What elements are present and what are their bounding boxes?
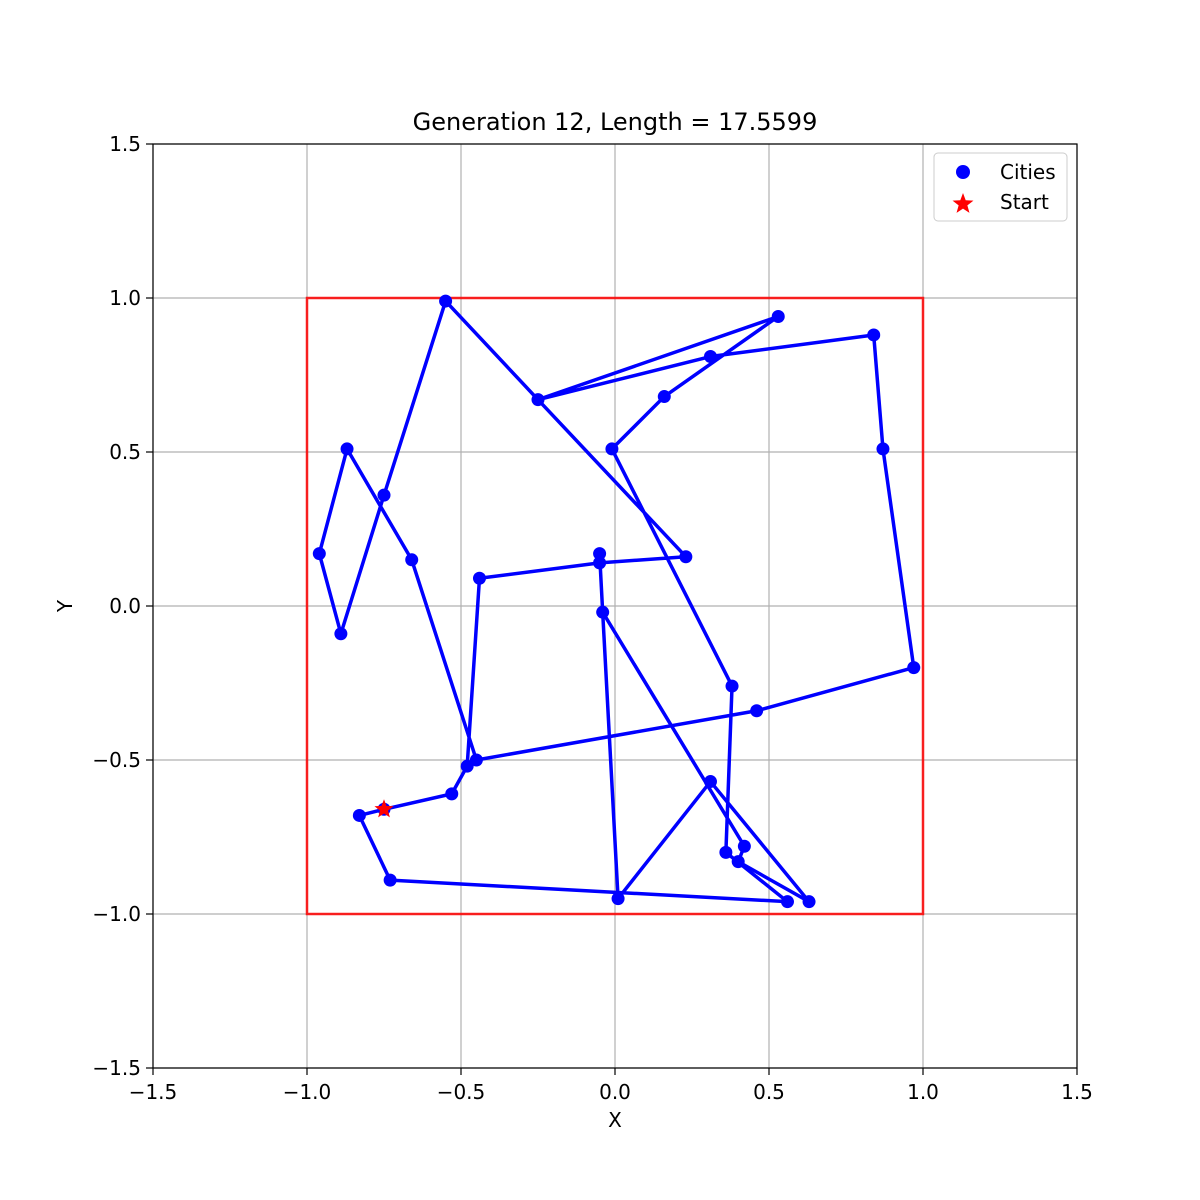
city-point-6 [605,442,619,456]
city-point-9 [531,393,545,407]
legend-cities-label: Cities [1000,160,1056,184]
city-point-8 [771,309,785,323]
start-marker [374,799,394,818]
city-point-28 [596,605,610,619]
x-tick-label-3: 0.0 [599,1080,631,1104]
y-tick-label-2: −0.5 [92,748,141,772]
city-point-31 [802,895,816,909]
legend: Cities Start [933,152,1068,222]
city-point-7 [657,390,671,404]
x-tick-label-5: 1.0 [907,1080,939,1104]
x-tick-label-0: −1.5 [129,1080,178,1104]
city-point-4 [719,845,733,859]
legend-start-label: Start [1000,190,1049,214]
x-tick-label-2: −0.5 [437,1080,486,1104]
route-path-sub [597,551,811,904]
x-axis-label: X [608,1108,622,1132]
city-point-30 [731,855,745,869]
city-point-3 [780,895,794,909]
y-tick-label-1: −1.0 [92,902,141,926]
x-axis-ticks: −1.5 −1.0 −0.5 0.0 0.5 1.0 1.5 [129,1068,1093,1104]
city-point-29 [737,839,751,853]
city-point-14 [750,704,764,718]
city-point-19 [334,627,348,641]
legend-start-marker [952,193,974,213]
boundary-rect [305,296,925,916]
boundary-square [305,296,925,916]
city-point-11 [867,328,881,342]
x-tick-label-1: −1.0 [283,1080,332,1104]
city-point-5 [725,679,739,693]
city-point-17 [340,442,354,456]
chart-title: Generation 12, Length = 17.5599 [413,108,818,136]
y-tick-label-4: 0.5 [109,440,141,464]
y-axis-label: Y [53,599,77,613]
city-point-21 [439,294,453,308]
city-point-18 [312,547,326,561]
city-point-15 [469,753,483,767]
x-tick-label-4: 0.5 [753,1080,785,1104]
city-point-16 [405,553,419,567]
y-tick-label-5: 1.0 [109,286,141,310]
city-point-26 [445,787,459,801]
legend-cities-marker [956,165,970,179]
x-tick-label-6: 1.5 [1061,1080,1093,1104]
city-point-12 [876,442,890,456]
y-tick-label-0: −1.5 [92,1056,141,1080]
city-point-2 [383,873,397,887]
y-tick-label-3: 0.0 [109,594,141,618]
city-point-24 [472,571,486,585]
city-point-20 [377,488,391,502]
y-axis-ticks: −1.5 −1.0 −0.5 0.0 0.5 1.0 1.5 [92,132,153,1080]
city-point-1 [352,808,366,822]
city-point-13 [907,661,921,675]
city-point-27 [593,547,607,561]
city-point-32 [703,775,717,789]
city-point-10 [703,350,717,364]
city-point-33 [611,892,625,906]
city-point-23 [593,556,607,570]
y-tick-label-6: 1.5 [109,132,141,156]
start-marker-group [374,799,394,818]
city-point-25 [460,759,474,773]
city-point-22 [679,550,693,564]
